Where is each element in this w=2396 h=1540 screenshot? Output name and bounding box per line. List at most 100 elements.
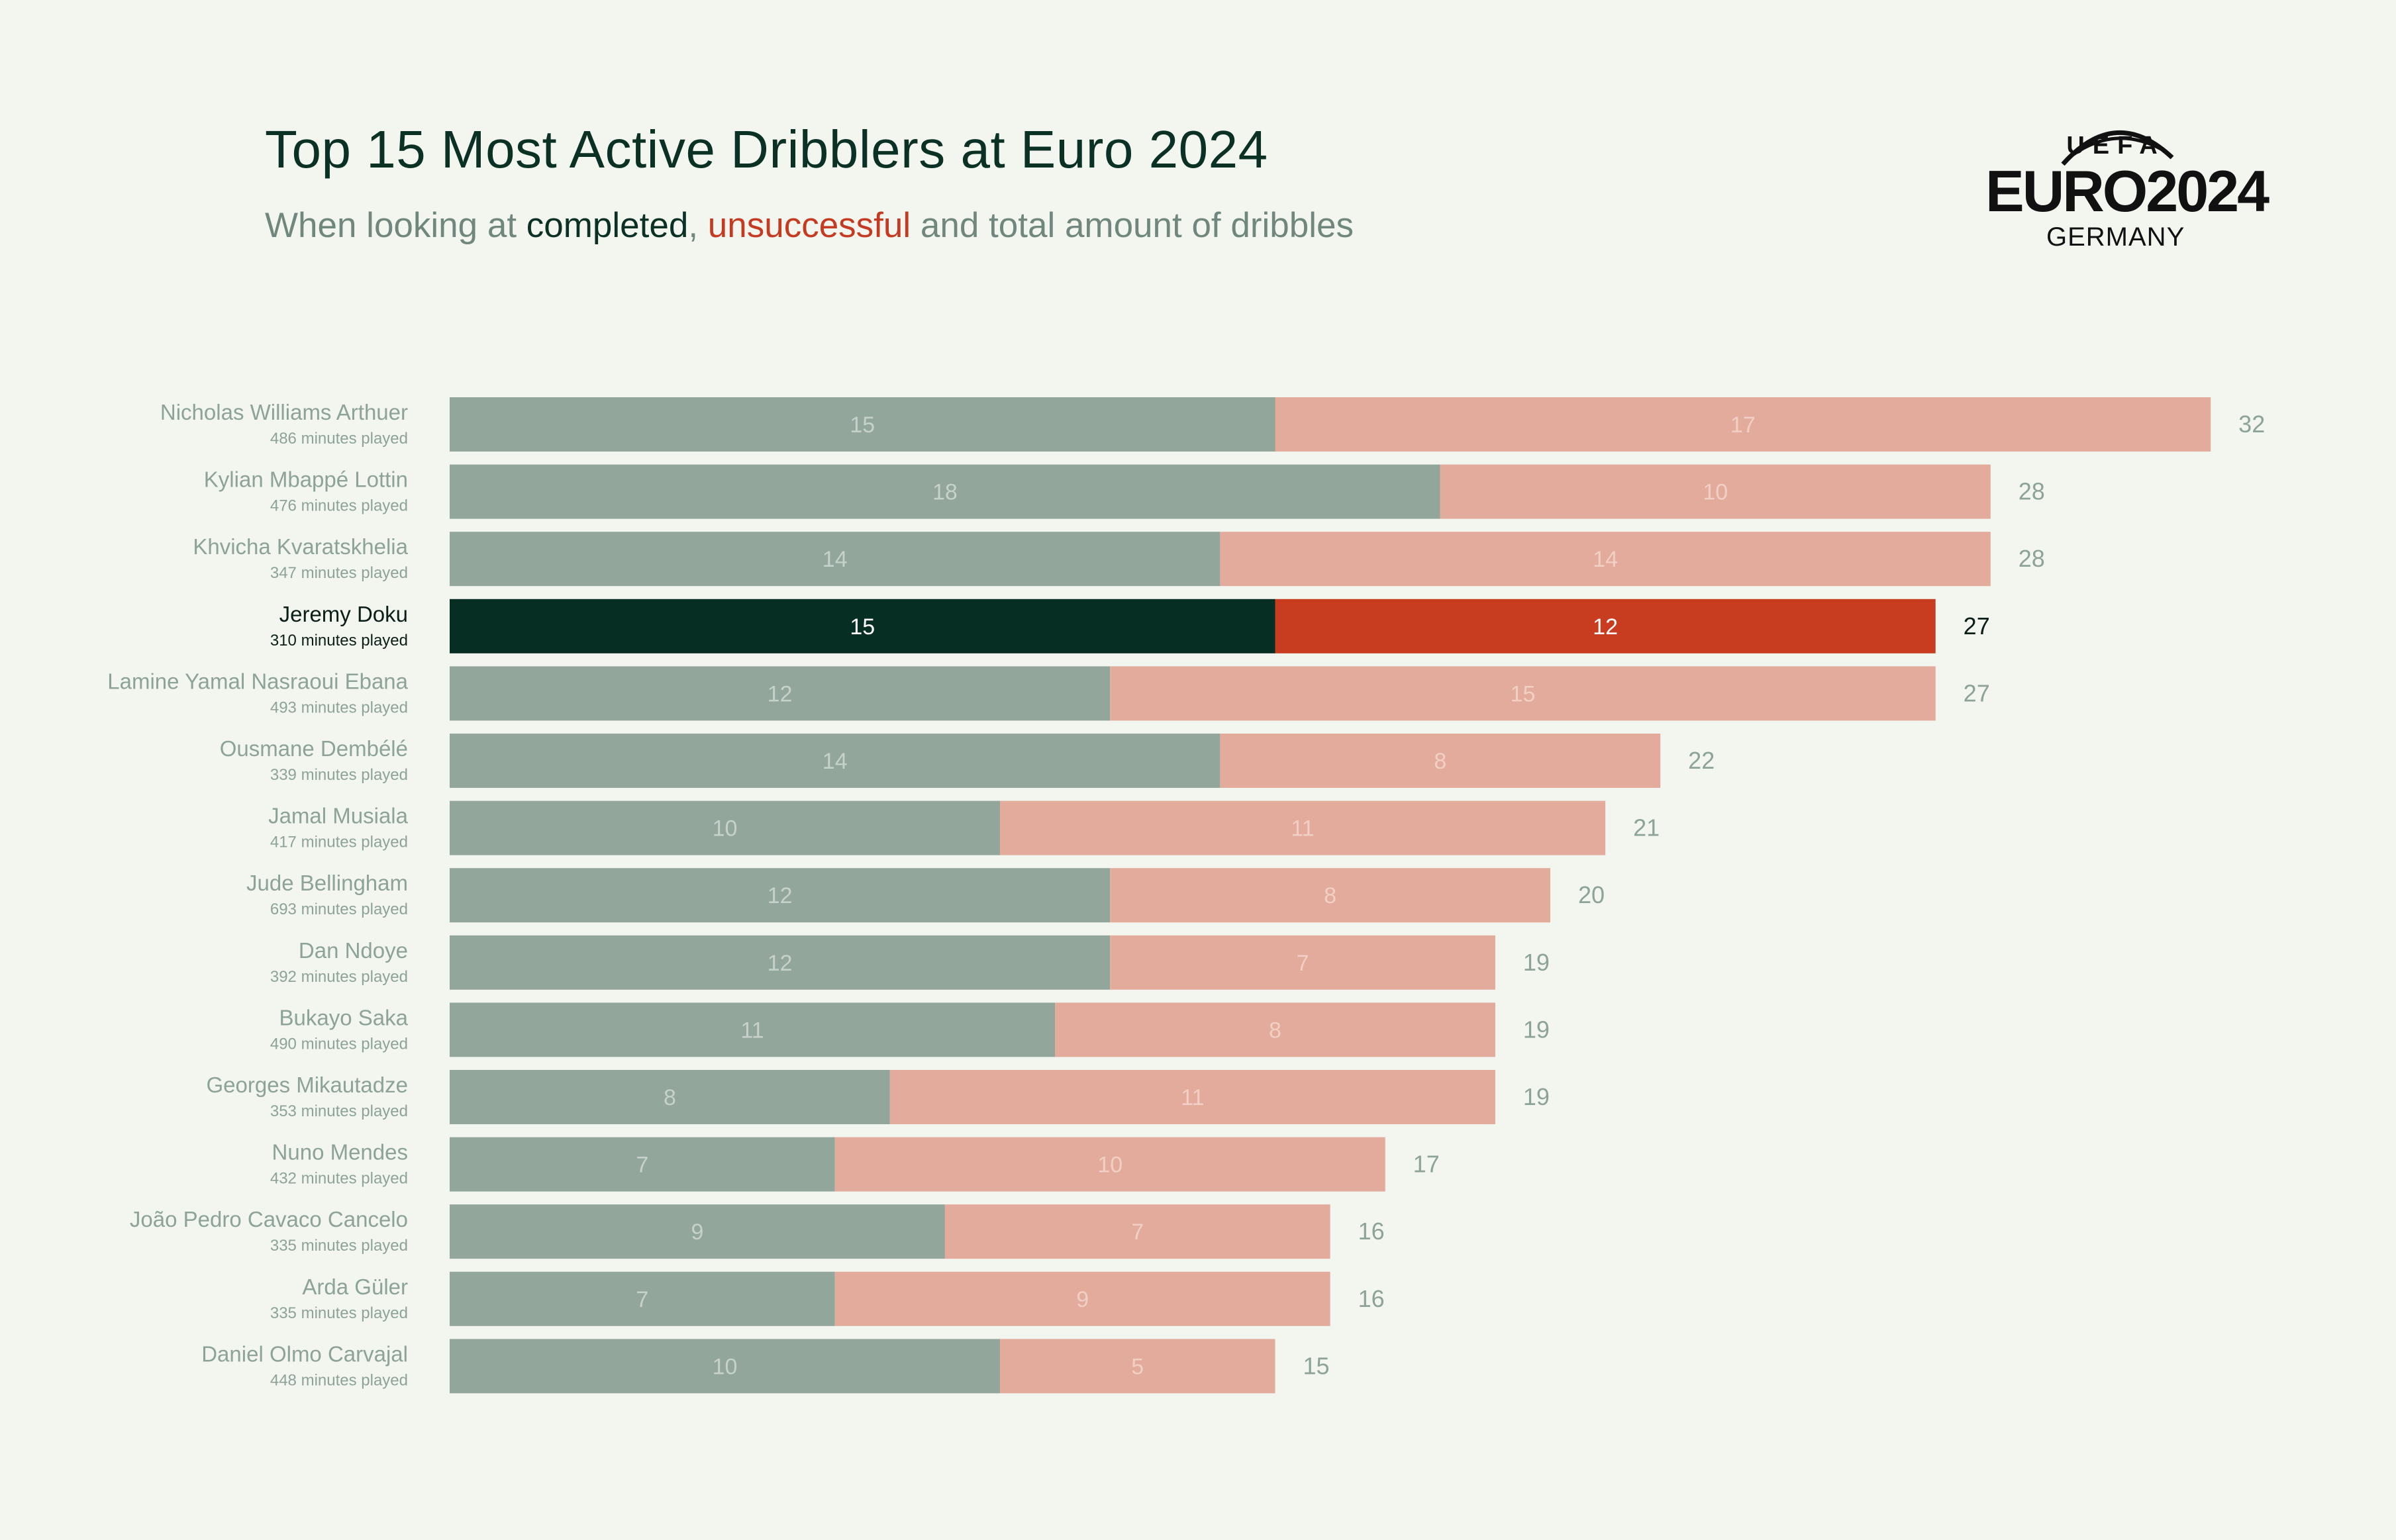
bar-unsuccessful <box>1110 666 1936 721</box>
bar-label-completed: 14 <box>823 749 848 774</box>
player-minutes: 490 minutes played <box>270 1035 408 1053</box>
player-minutes: 335 minutes played <box>270 1304 408 1322</box>
player-name: Jamal Musiala <box>268 804 409 828</box>
bar-label-unsuccessful: 11 <box>1181 1085 1204 1110</box>
subtitle-completed: completed <box>526 206 689 245</box>
bar-unsuccessful <box>1440 464 1991 519</box>
bar-unsuccessful <box>1220 734 1661 788</box>
player-name: Khvicha Kvaratskhelia <box>193 534 408 559</box>
player-minutes: 417 minutes played <box>270 834 408 851</box>
bar-completed <box>450 800 1000 855</box>
bar-label-completed: 7 <box>636 1287 648 1312</box>
bar-completed <box>450 532 1221 587</box>
player-name: Bukayo Saka <box>279 1005 409 1030</box>
bar-label-unsuccessful: 15 <box>1511 681 1536 706</box>
player-name: Ousmane Dembélé <box>220 736 408 761</box>
player-minutes: 476 minutes played <box>270 497 408 515</box>
bar-label-unsuccessful: 5 <box>1131 1354 1144 1379</box>
bar-completed <box>450 666 1111 721</box>
subtitle-prefix: When looking at <box>265 206 526 245</box>
bar-label-unsuccessful: 9 <box>1076 1287 1089 1312</box>
bar-label-unsuccessful: 17 <box>1730 412 1756 438</box>
bar-total-label: 28 <box>2019 478 2045 505</box>
logo-brand: EURO2024 <box>1985 158 2270 224</box>
bar-total-label: 19 <box>1523 1083 1550 1110</box>
bar-label-completed: 18 <box>932 480 958 505</box>
bar-unsuccessful <box>889 1070 1495 1124</box>
subtitle-suffix: and total amount of dribbles <box>911 206 1354 245</box>
bar-label-completed: 12 <box>768 681 793 706</box>
player-name: Jude Bellingham <box>246 871 408 895</box>
player-name: Arda Güler <box>302 1275 408 1299</box>
bar-completed <box>450 1002 1056 1057</box>
logo-country: GERMANY <box>2046 222 2185 252</box>
bar-label-unsuccessful: 10 <box>1097 1153 1123 1178</box>
player-name: Daniel Olmo Carvajal <box>201 1341 408 1366</box>
bar-label-unsuccessful: 8 <box>1434 749 1446 774</box>
bar-total-label: 17 <box>1413 1151 1440 1178</box>
bar-unsuccessful <box>1000 800 1606 855</box>
player-minutes: 339 minutes played <box>270 766 408 784</box>
bar-completed <box>450 1137 835 1192</box>
bar-label-unsuccessful: 12 <box>1593 614 1618 640</box>
bar-unsuccessful <box>1275 397 2211 452</box>
bar-total-label: 32 <box>2238 410 2265 438</box>
player-name: Georges Mikautadze <box>207 1073 409 1097</box>
chart-subtitle: When looking at completed, unsuccessful … <box>265 205 1354 246</box>
bar-completed <box>450 734 1221 788</box>
bar-unsuccessful <box>944 1204 1330 1259</box>
bar-label-unsuccessful: 14 <box>1593 547 1618 572</box>
bar-label-completed: 15 <box>850 614 875 640</box>
bar-unsuccessful <box>1110 935 1495 990</box>
player-minutes: 310 minutes played <box>270 632 408 650</box>
uefa-wordmark: UEFA <box>2066 132 2165 160</box>
bar-label-unsuccessful: 7 <box>1131 1220 1144 1245</box>
subtitle-unsuccessful: unsuccessful <box>707 206 911 245</box>
player-minutes: 486 minutes played <box>270 430 408 448</box>
bar-completed <box>450 1339 1000 1394</box>
player-minutes: 693 minutes played <box>270 900 408 918</box>
player-minutes: 353 minutes played <box>270 1102 408 1120</box>
bar-unsuccessful <box>1275 599 1936 653</box>
bar-label-completed: 9 <box>691 1220 703 1245</box>
euro2024-logo: UEFA EURO2024 GERMANY <box>1980 113 2271 258</box>
bar-unsuccessful <box>1110 868 1550 923</box>
bar-total-label: 19 <box>1523 949 1550 976</box>
player-minutes: 432 minutes played <box>270 1170 408 1188</box>
bar-label-completed: 10 <box>713 1354 738 1379</box>
bar-label-unsuccessful: 10 <box>1703 480 1728 505</box>
player-name: Lamine Yamal Nasraoui Ebana <box>107 669 408 693</box>
player-minutes: 493 minutes played <box>270 698 408 716</box>
bar-label-unsuccessful: 11 <box>1291 816 1314 842</box>
chart-title: Top 15 Most Active Dribblers at Euro 202… <box>265 120 1268 179</box>
bar-total-label: 16 <box>1358 1285 1385 1312</box>
bar-label-completed: 12 <box>768 883 793 908</box>
bar-unsuccessful <box>1220 532 1991 587</box>
player-name: Nicholas Williams Arthuer <box>160 400 408 424</box>
bar-unsuccessful <box>834 1137 1385 1192</box>
bar-completed <box>450 868 1111 923</box>
player-name: Jeremy Doku <box>279 602 408 626</box>
bar-total-label: 28 <box>2019 545 2045 572</box>
player-name: Kylian Mbappé Lottin <box>204 467 408 492</box>
bar-total-label: 27 <box>1964 612 1990 640</box>
bar-completed <box>450 1271 835 1326</box>
bar-total-label: 19 <box>1523 1016 1550 1043</box>
bar-total-label: 27 <box>1964 679 1990 706</box>
bar-completed <box>450 397 1275 452</box>
bar-label-completed: 8 <box>664 1085 676 1110</box>
bar-label-completed: 14 <box>823 547 848 572</box>
bar-total-label: 16 <box>1358 1218 1385 1245</box>
player-minutes: 347 minutes played <box>270 564 408 582</box>
player-name: Dan Ndoye <box>299 938 408 963</box>
bar-completed <box>450 1204 945 1259</box>
bar-completed <box>450 599 1275 653</box>
bar-label-unsuccessful: 8 <box>1324 883 1336 908</box>
bar-label-completed: 15 <box>850 412 875 438</box>
bar-total-label: 22 <box>1688 747 1715 774</box>
bar-unsuccessful <box>1055 1002 1495 1057</box>
bar-completed <box>450 464 1440 519</box>
bar-completed <box>450 935 1111 990</box>
player-minutes: 448 minutes played <box>270 1371 408 1389</box>
bar-label-completed: 10 <box>713 816 738 842</box>
